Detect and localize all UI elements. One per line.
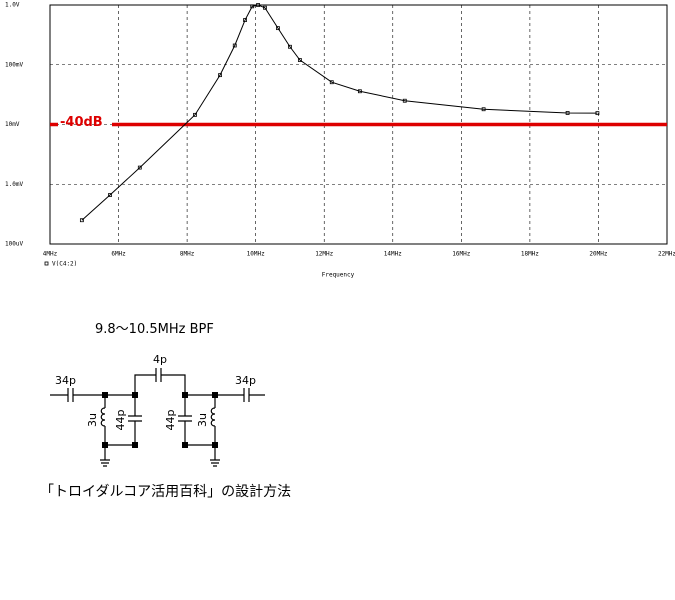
x-tick-label: 4MHz xyxy=(43,251,58,258)
point-marker xyxy=(288,44,292,49)
component-label: 3u xyxy=(196,413,209,427)
point-marker xyxy=(565,111,570,115)
x-tick-label: 22MHz xyxy=(658,251,675,258)
point-marker xyxy=(232,43,237,48)
x-tick-label: 20MHz xyxy=(589,251,607,258)
y-tick-label: 1.0V xyxy=(5,2,20,9)
point-marker xyxy=(218,73,222,78)
component-label: 34p xyxy=(235,374,256,387)
point-marker xyxy=(276,26,280,31)
point-marker xyxy=(250,4,255,9)
component-label: 34p xyxy=(55,374,76,387)
component-label: 4p xyxy=(153,353,167,366)
x-tick-label: 16MHz xyxy=(452,251,470,258)
x-tick-label: 6MHz xyxy=(111,251,126,258)
component-label: 44p xyxy=(164,409,177,430)
series-line xyxy=(81,4,598,221)
x-tick-label: 14MHz xyxy=(384,251,402,258)
y-tick-label: 1.0mV xyxy=(5,181,23,188)
x-tick-label: 10MHz xyxy=(247,251,265,258)
x-tick-label: 18MHz xyxy=(521,251,539,258)
point-marker xyxy=(357,89,362,94)
annotation-label: -40dB xyxy=(60,115,103,130)
x-tick-label: 12MHz xyxy=(315,251,333,258)
right-tank xyxy=(178,395,220,467)
component-label: 44p xyxy=(114,409,127,430)
point-marker xyxy=(297,58,302,62)
nodes xyxy=(102,392,218,448)
point-marker xyxy=(595,111,600,116)
schematic: 9.8～10.5MHz BPF 34p 4p 34p 3u 44p 44p 3u xyxy=(50,322,265,467)
legend-label: V(C4:2) xyxy=(52,261,77,268)
component-label: 3u xyxy=(86,413,99,427)
wires xyxy=(50,368,265,402)
point-marker xyxy=(329,80,334,85)
point-marker xyxy=(481,107,486,112)
y-tick-label: 10mV xyxy=(5,121,20,128)
caption: 「トロイダルコア活用百科」の設計方法 xyxy=(40,484,291,500)
point-marker xyxy=(79,218,84,223)
x-axis-label: Frequency xyxy=(322,272,355,279)
legend-marker xyxy=(44,261,49,266)
point-marker xyxy=(256,3,260,7)
point-marker xyxy=(108,193,112,197)
y-tick-label: 100uV xyxy=(5,241,23,248)
schematic-title: 9.8～10.5MHz BPF xyxy=(95,322,214,337)
y-tick-label: 100mV xyxy=(5,61,23,68)
x-tick-label: 8MHz xyxy=(180,251,195,258)
point-marker xyxy=(137,165,142,170)
point-marker xyxy=(402,98,407,103)
point-marker xyxy=(263,5,267,10)
point-marker xyxy=(243,18,247,22)
point-marker xyxy=(193,112,197,117)
